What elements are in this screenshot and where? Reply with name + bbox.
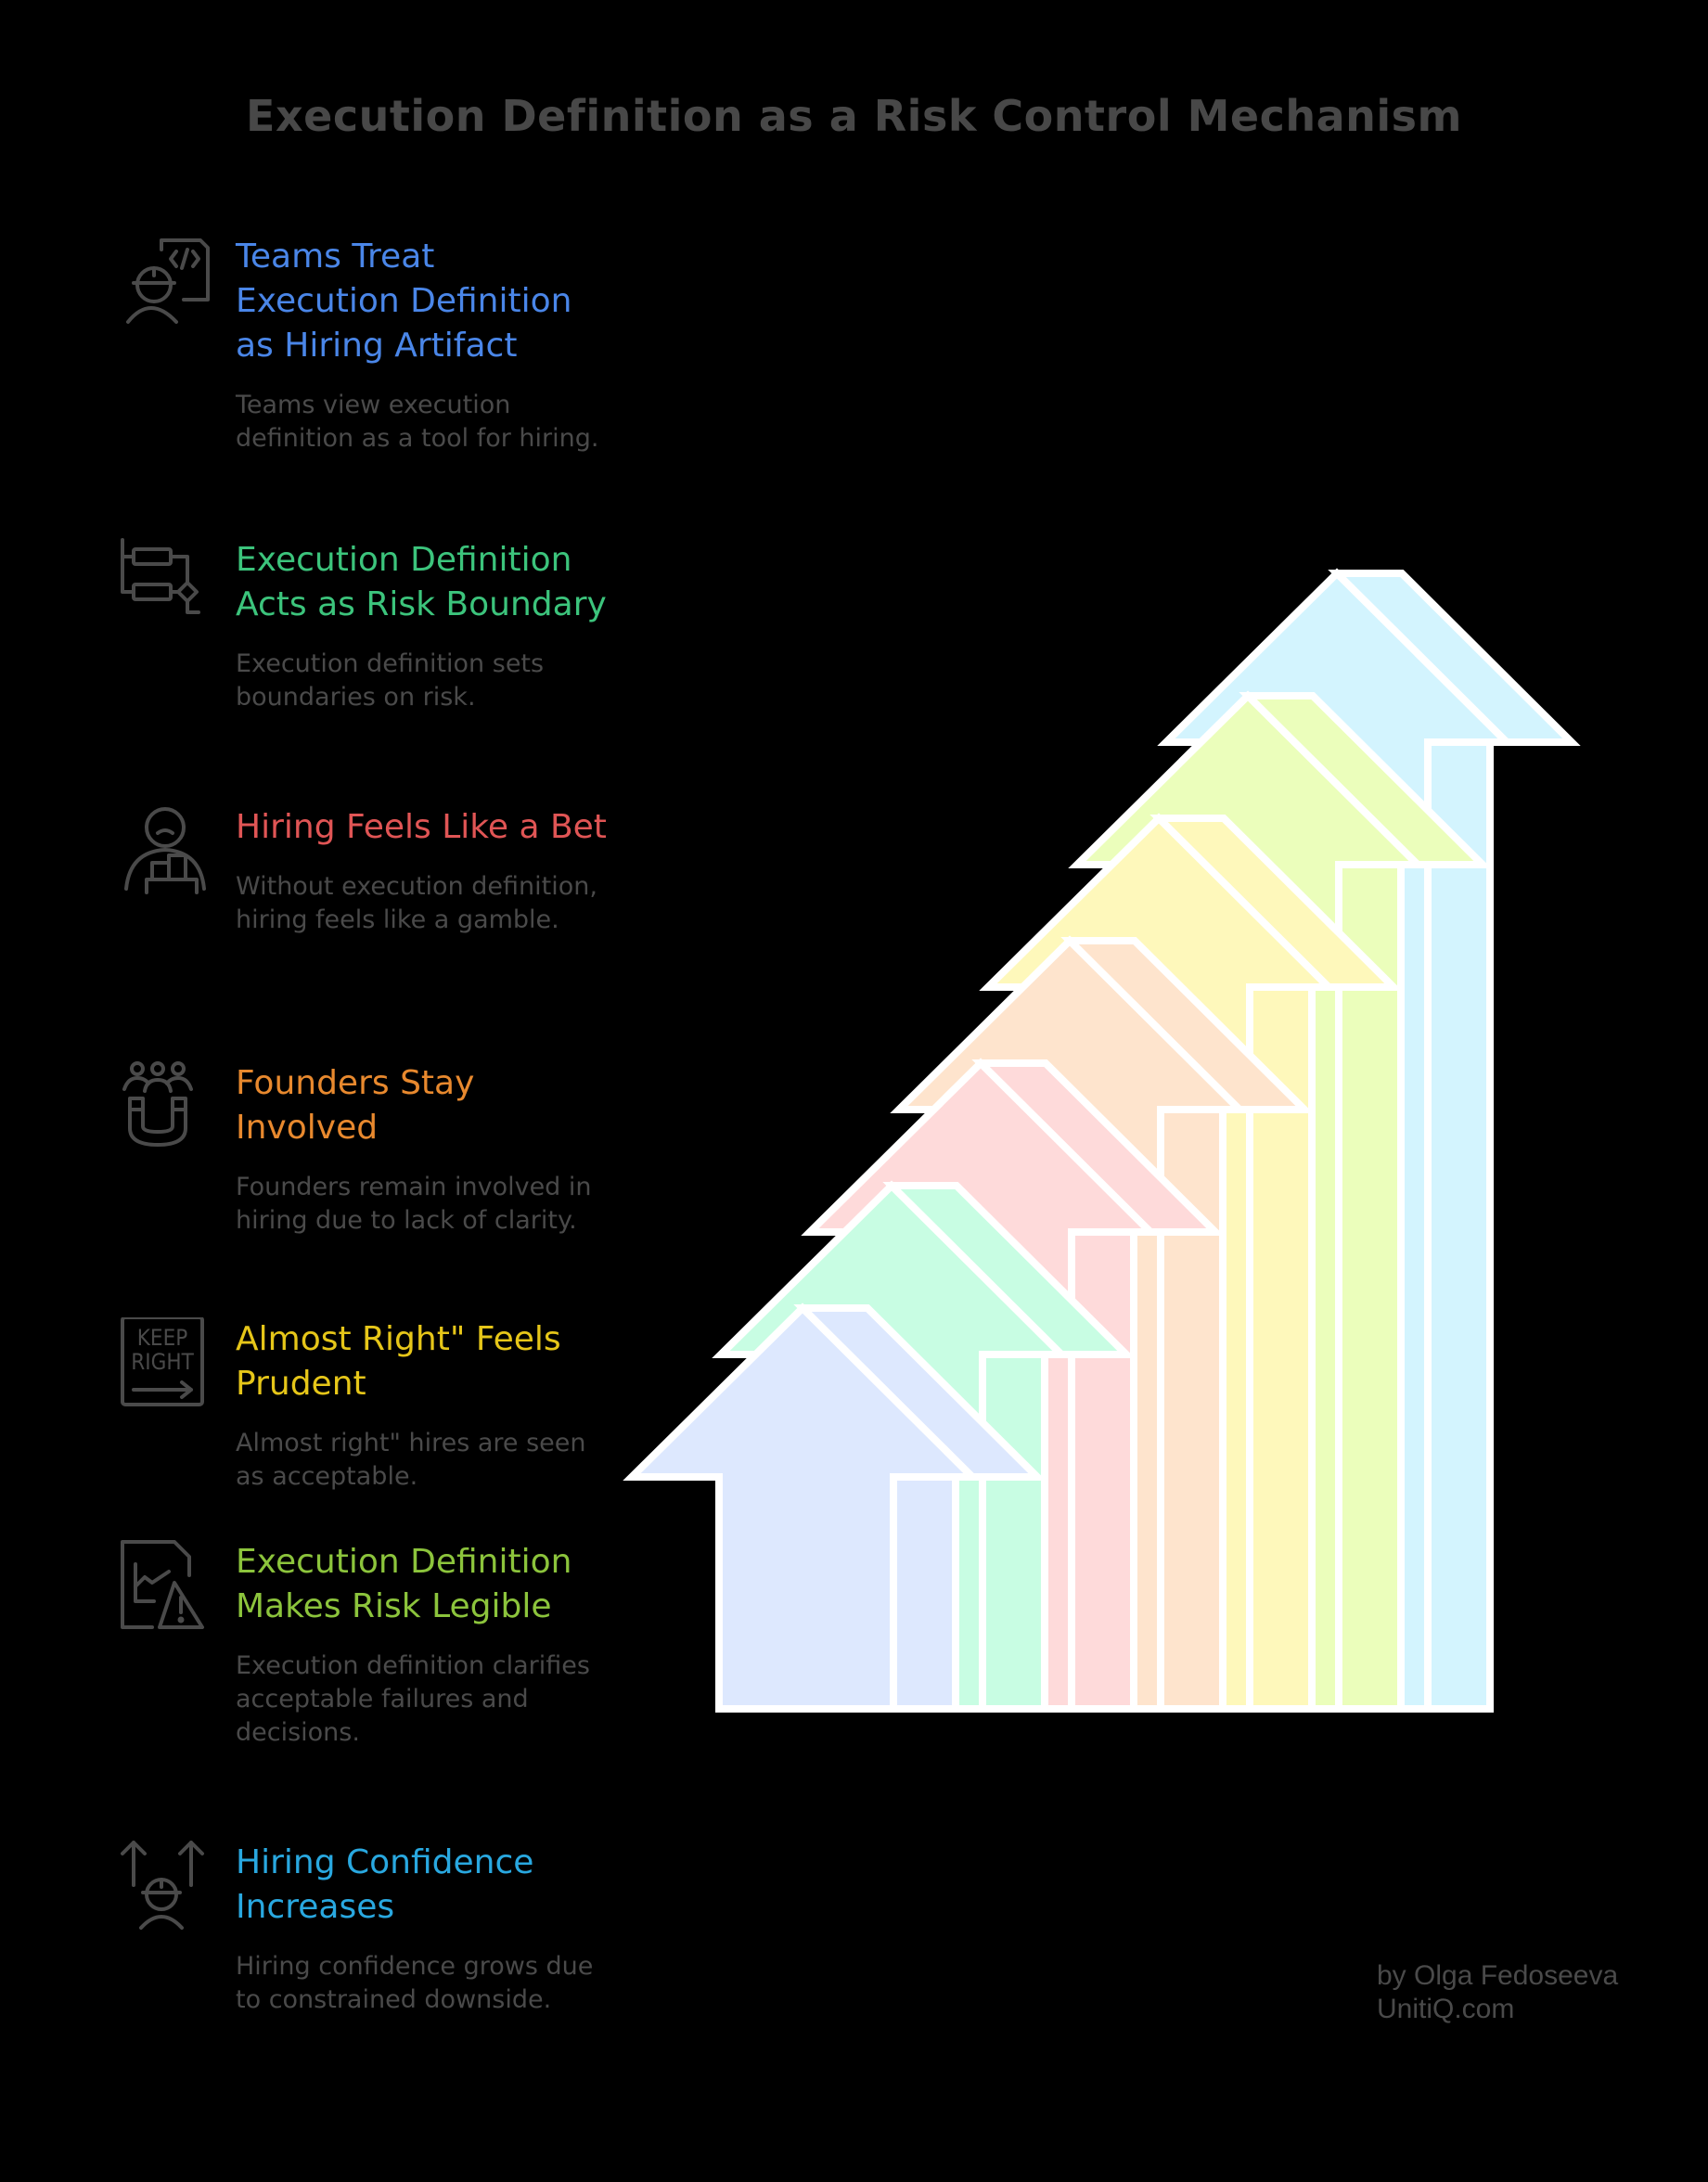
step-description: Founders remain involved in hiring due t… — [236, 1173, 592, 1235]
step-description: Without execution definition, hiring fee… — [236, 872, 597, 934]
engineer-code-document-icon — [121, 235, 210, 324]
step-heading: Teams Treat Execution Definition as Hiri… — [236, 237, 572, 365]
svg-text:RIGHT: RIGHT — [131, 1349, 194, 1375]
arrow-front-face — [623, 1303, 982, 1713]
step-heading: Founders Stay Involved — [236, 1064, 475, 1147]
step-description: Teams view execution definition as a too… — [236, 391, 599, 453]
page-title: Execution Definition as a Risk Control M… — [246, 91, 1462, 141]
author-name: by Olga Fedoseeva — [1377, 1960, 1619, 1991]
engineer-up-arrows-icon — [121, 1841, 210, 1930]
step-heading: Almost Right" Feels Prudent — [236, 1320, 561, 1403]
people-magnet-icon — [121, 1061, 210, 1150]
step-description: Execution definition sets boundaries on … — [236, 649, 545, 712]
step-description: Execution definition clarifies acceptabl… — [236, 1651, 590, 1747]
author-site: UnitiQ.com — [1377, 1994, 1515, 2024]
step-heading: Hiring Confidence Increases — [236, 1843, 534, 1926]
step-heading: Execution Definition Makes Risk Legible — [236, 1543, 572, 1625]
step-heading: Execution Definition Acts as Risk Bounda… — [236, 541, 607, 623]
author-credit: by Olga Fedoseeva UnitiQ.com — [1377, 1959, 1618, 2026]
flowchart-decision-icon — [121, 538, 210, 627]
keep-right-sign-icon: KEEP RIGHT — [121, 1317, 210, 1406]
step-description: Almost right" hires are seen as acceptab… — [236, 1429, 586, 1491]
step-heading: Hiring Feels Like a Bet — [236, 808, 607, 846]
svg-text:KEEP: KEEP — [137, 1325, 187, 1351]
step-description: Hiring confidence grows due to constrain… — [236, 1952, 594, 2014]
chart-document-warning-icon — [121, 1540, 210, 1629]
sad-person-with-chips-icon — [121, 805, 210, 894]
